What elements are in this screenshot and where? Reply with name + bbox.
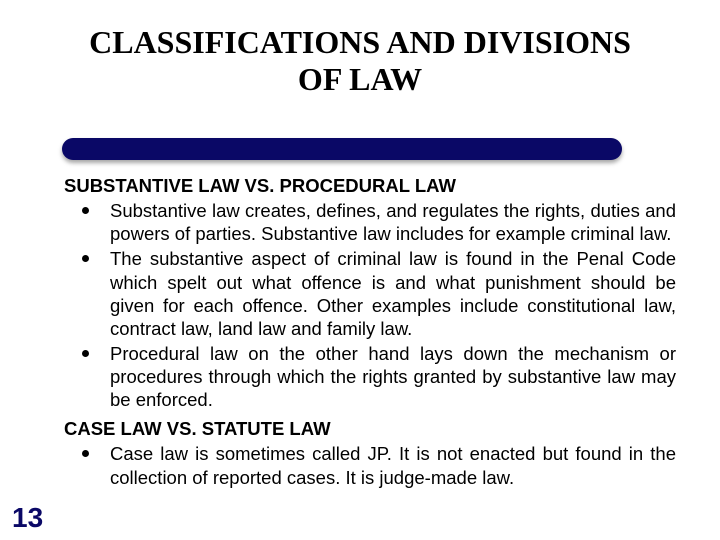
section-heading-1: SUBSTANTIVE LAW VS. PROCEDURAL LAW bbox=[64, 174, 676, 197]
bullet-text: Case law is sometimes called JP. It is n… bbox=[110, 443, 676, 487]
list-item: Procedural law on the other hand lays do… bbox=[64, 342, 676, 411]
list-item: The substantive aspect of criminal law i… bbox=[64, 247, 676, 340]
bullet-list-1: Substantive law creates, defines, and re… bbox=[64, 199, 676, 411]
list-item: Case law is sometimes called JP. It is n… bbox=[64, 442, 676, 488]
bullet-text: Substantive law creates, defines, and re… bbox=[110, 200, 676, 244]
slide-title: CLASSIFICATIONS AND DIVISIONS OF LAW bbox=[0, 24, 720, 98]
list-item: Substantive law creates, defines, and re… bbox=[64, 199, 676, 245]
content-area: SUBSTANTIVE LAW VS. PROCEDURAL LAW Subst… bbox=[64, 174, 676, 495]
bullet-text: Procedural law on the other hand lays do… bbox=[110, 343, 676, 410]
bullet-text: The substantive aspect of criminal law i… bbox=[110, 248, 676, 338]
title-underline-bar bbox=[62, 138, 622, 160]
title-line-2: OF LAW bbox=[298, 61, 422, 97]
title-line-1: CLASSIFICATIONS AND DIVISIONS bbox=[89, 24, 631, 60]
slide: CLASSIFICATIONS AND DIVISIONS OF LAW SUB… bbox=[0, 24, 720, 540]
section-heading-2: CASE LAW VS. STATUTE LAW bbox=[64, 417, 676, 440]
bullet-list-2: Case law is sometimes called JP. It is n… bbox=[64, 442, 676, 488]
page-number: 13 bbox=[12, 502, 43, 534]
